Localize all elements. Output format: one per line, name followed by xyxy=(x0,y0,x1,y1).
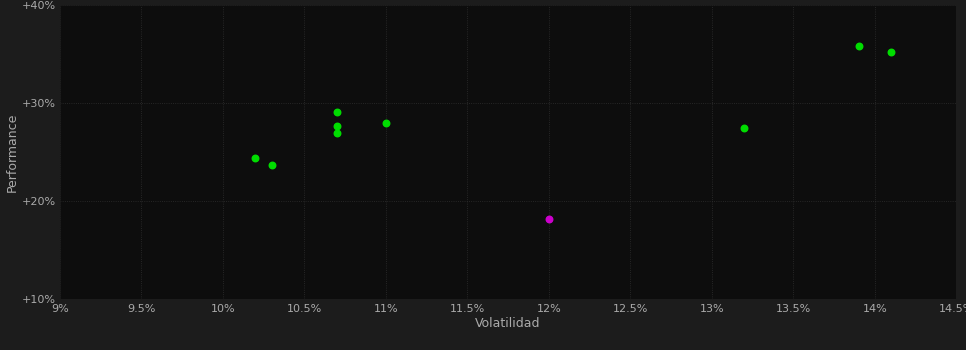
Point xyxy=(329,130,345,135)
Point xyxy=(884,49,899,55)
Point xyxy=(541,216,556,222)
Point xyxy=(737,125,753,131)
X-axis label: Volatilidad: Volatilidad xyxy=(475,317,541,330)
Y-axis label: Performance: Performance xyxy=(6,113,18,192)
Point xyxy=(329,123,345,128)
Point xyxy=(264,162,279,168)
Point xyxy=(247,155,263,161)
Point xyxy=(378,120,393,126)
Point xyxy=(329,109,345,115)
Point xyxy=(851,44,867,49)
